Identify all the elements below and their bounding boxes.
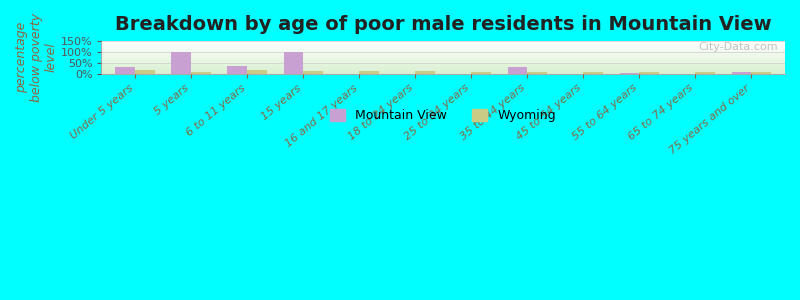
- Legend: Mountain View, Wyoming: Mountain View, Wyoming: [326, 103, 561, 127]
- Bar: [583, 73, 603, 74]
- Bar: [639, 72, 659, 74]
- Bar: [415, 71, 435, 74]
- Bar: [732, 72, 751, 74]
- Y-axis label: percentage
below poverty
level: percentage below poverty level: [15, 13, 58, 102]
- Bar: [227, 65, 247, 74]
- Bar: [471, 72, 491, 74]
- Bar: [115, 67, 135, 74]
- Text: City-Data.com: City-Data.com: [698, 42, 778, 52]
- Bar: [508, 67, 527, 74]
- Bar: [135, 70, 154, 74]
- Bar: [283, 52, 303, 74]
- Bar: [359, 71, 378, 74]
- Bar: [620, 73, 639, 74]
- Title: Breakdown by age of poor male residents in Mountain View: Breakdown by age of poor male residents …: [115, 15, 771, 34]
- Bar: [171, 52, 191, 74]
- Bar: [527, 72, 547, 74]
- Bar: [303, 71, 322, 74]
- Bar: [247, 70, 266, 74]
- Bar: [751, 72, 771, 74]
- Bar: [191, 72, 210, 74]
- Bar: [695, 73, 715, 74]
